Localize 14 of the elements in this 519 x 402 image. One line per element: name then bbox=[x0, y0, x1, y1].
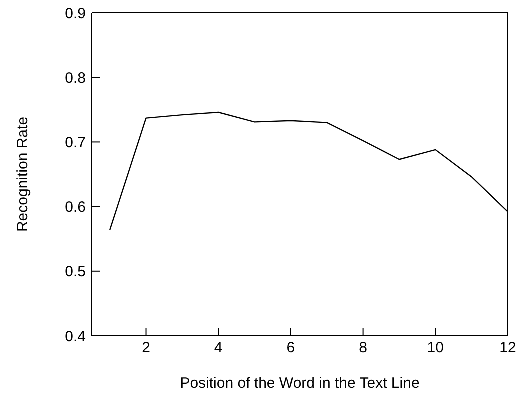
y-tick-label: 0.7 bbox=[65, 134, 86, 152]
y-axis-title: Recognition Rate bbox=[14, 116, 32, 232]
x-tick-label: 2 bbox=[142, 340, 150, 357]
y-tick-label: 0.8 bbox=[65, 70, 86, 87]
x-tick-label: 10 bbox=[427, 340, 444, 357]
x-axis-title: Position of the Word in the Text Line bbox=[180, 375, 420, 392]
x-tick-label: 6 bbox=[286, 340, 296, 357]
x-tick-label: 12 bbox=[500, 340, 516, 357]
x-tick-label: 4 bbox=[214, 340, 223, 357]
y-tick-label: 0.6 bbox=[65, 199, 86, 216]
y-tick-label: 0.9 bbox=[65, 5, 86, 22]
x-tick-label: 8 bbox=[359, 340, 368, 357]
y-tick-label: 0.5 bbox=[65, 264, 86, 281]
y-tick-label: 0.4 bbox=[65, 328, 86, 346]
